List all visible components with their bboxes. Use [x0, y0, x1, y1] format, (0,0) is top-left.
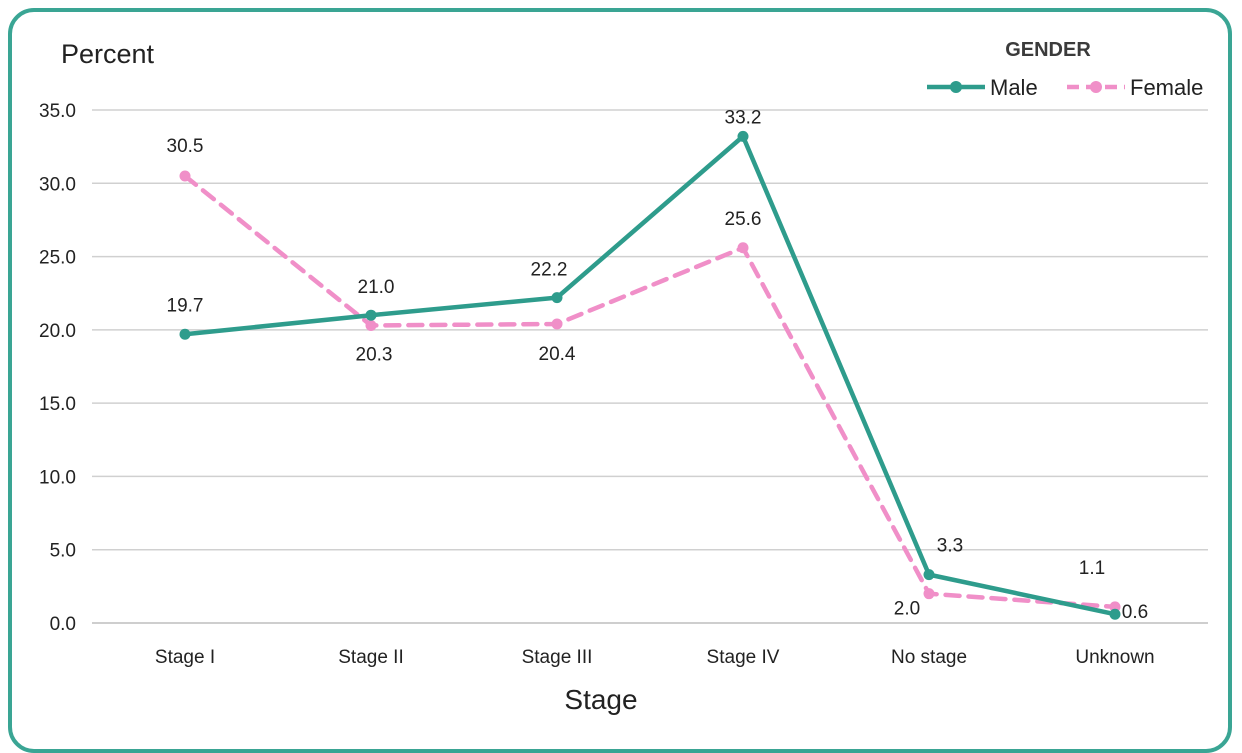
data-point-female [737, 242, 749, 254]
y-tick-label: 30.0 [39, 174, 76, 195]
data-label-female: 20.3 [356, 344, 393, 365]
y-tick-label: 20.0 [39, 321, 76, 342]
series-line-female [182, 173, 1118, 610]
data-labels: 19.7 21.0 22.2 33.2 3.3 0.6 30.5 20.3 20.4 25.6 2.… [167, 107, 1149, 623]
data-point-male [179, 328, 191, 340]
data-label-male: 21.0 [358, 277, 395, 298]
data-label-male: 19.7 [167, 295, 204, 316]
legend-marker-female [1090, 81, 1102, 93]
legend: GENDER Male Female [927, 39, 1203, 100]
x-tick-label: Stage II [338, 647, 404, 668]
y-tick-label: 5.0 [50, 541, 76, 562]
legend-label-female: Female [1130, 75, 1203, 100]
x-axis-title: Stage [564, 684, 637, 715]
y-axis-ticks: 0.0 5.0 10.0 15.0 20.0 25.0 30.0 35.0 [39, 101, 76, 635]
x-tick-label: Stage I [155, 647, 215, 668]
series-lines [179, 130, 1121, 620]
data-point-female [551, 318, 563, 330]
x-tick-label: Stage IV [707, 647, 780, 668]
data-point-female [923, 588, 935, 600]
y-tick-label: 35.0 [39, 101, 76, 122]
legend-marker-male [950, 81, 962, 93]
data-label-female: 2.0 [894, 599, 920, 620]
chart-frame [8, 8, 1232, 753]
data-label-female: 1.1 [1079, 558, 1105, 579]
y-tick-label: 10.0 [39, 467, 76, 488]
data-point-female [365, 319, 377, 331]
x-tick-label: No stage [891, 647, 967, 668]
x-tick-label: Stage III [522, 647, 593, 668]
y-axis-title: Percent [61, 39, 155, 69]
gridlines [92, 109, 1208, 624]
y-tick-label: 25.0 [39, 248, 76, 269]
data-label-male: 3.3 [937, 536, 963, 557]
line-chart: 0.05.010.015.020.025.030.035.0 Stage I St… [39, 39, 1208, 715]
series-line-male [182, 134, 1118, 617]
data-label-female: 30.5 [167, 136, 204, 157]
data-label-male: 33.2 [725, 107, 762, 128]
x-tick-label: Unknown [1075, 647, 1154, 668]
data-label-female: 25.6 [725, 209, 762, 230]
data-point-male [1109, 608, 1121, 620]
data-label-male: 0.6 [1122, 602, 1148, 623]
y-tick-label: 15.0 [39, 394, 76, 415]
x-axis-ticks: Stage I Stage II Stage III Stage IV No stage… [155, 647, 1155, 668]
data-point-male [923, 569, 935, 581]
data-point-male [737, 130, 749, 142]
legend-title: GENDER [1005, 39, 1091, 61]
y-tick-label: 0.0 [50, 614, 76, 635]
legend-label-male: Male [990, 75, 1038, 100]
data-label-male: 22.2 [531, 260, 568, 281]
data-label-female: 20.4 [539, 344, 576, 365]
data-point-female [179, 170, 191, 182]
data-point-male [365, 309, 377, 321]
data-point-male [551, 292, 563, 304]
